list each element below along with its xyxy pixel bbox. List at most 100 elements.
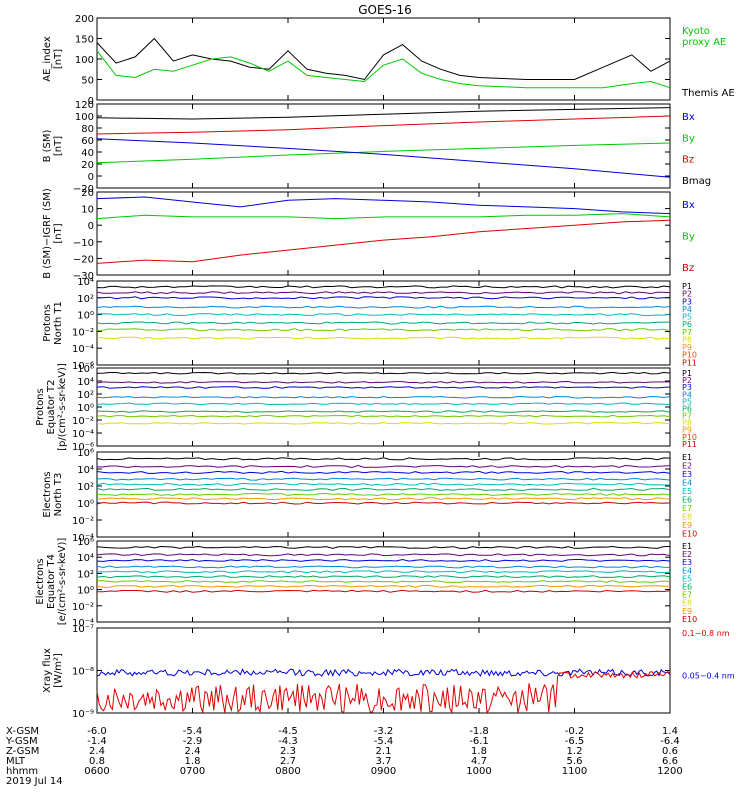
legend-entry-line: Bz (682, 155, 694, 166)
series-e2-line (97, 464, 671, 469)
legend-entry: E7 (682, 504, 692, 513)
x-row-value: -4.3 (278, 736, 298, 747)
y-axis-label-line: AE_index (42, 36, 53, 82)
panel-xray: 10⁻⁹ 10⁻⁸ 10⁻⁷ Xray flux[W/m²] 0.1−0.8 nm 0.0… (42, 624, 735, 720)
legend-entry-line: P6 (682, 404, 692, 413)
series-bz-line (96, 219, 671, 264)
x-row-value: 0800 (275, 766, 300, 777)
series-e7-line (96, 492, 671, 497)
legend-entry: E5 (682, 487, 692, 496)
legend-entry-line: P11 (682, 358, 697, 367)
series-themis-ae-line (96, 37, 671, 81)
x-row-value: 1.8 (471, 746, 487, 757)
legend-entry-line: P9 (682, 426, 692, 435)
panel-eequator: 10⁻⁴ 10⁻² 10⁰ 10² 10⁴ 10⁶ ElectronsEquator T4[… (35, 537, 697, 629)
y-tick-label: 120 (75, 100, 94, 111)
y-axis-label-line: Equator T2 (46, 380, 57, 435)
y-tick-label: 10⁻² (72, 416, 94, 427)
series-e9-line (97, 589, 671, 593)
legend-entry: P9 (682, 426, 692, 435)
series-e3-line (96, 558, 671, 562)
series-p1-line (96, 285, 671, 289)
y-tick-label: 10⁻⁴ (72, 429, 94, 440)
y-axis-label-line: [nT] (53, 223, 64, 243)
legend-entry: P2 (682, 290, 692, 299)
legend-entry: E10 (682, 615, 697, 624)
y-tick-label: 10 (81, 205, 94, 216)
series-p8-line (96, 336, 671, 340)
x-row-value: 6.6 (662, 756, 678, 767)
legend-entry: E6 (682, 496, 692, 505)
legend-entry: P7 (682, 328, 692, 337)
series-p7-line (96, 414, 671, 418)
series-0-1-0-8-nm-line (96, 670, 671, 715)
panel-frame (96, 367, 671, 447)
x-row-value: 2.1 (376, 746, 392, 757)
legend-entry: E6 (682, 583, 692, 592)
panel-frame (96, 191, 671, 276)
y-axis-label-line: Electrons (42, 471, 53, 517)
legend-entry: E8 (682, 599, 692, 608)
x-row-value: -1.8 (469, 726, 489, 737)
legend-entry: E1 (682, 542, 692, 551)
x-row-label: Y-GSM (5, 736, 38, 747)
legend-entry: P5 (682, 313, 692, 322)
y-tick-label: 200 (75, 14, 94, 25)
x-row-label: hhmm (6, 766, 38, 777)
legend-entry-line: E3 (682, 470, 692, 479)
legend-entry-line: E1 (682, 453, 692, 462)
series-p8-line (96, 421, 671, 425)
x-row-value: 0900 (371, 766, 396, 777)
legend-entry-line: E1 (682, 542, 692, 551)
y-axis-label: ElectronsNorth T3 (42, 471, 64, 517)
y-axis-label-line: North T3 (53, 473, 64, 517)
y-tick-label: 0 (88, 96, 94, 107)
legend-entry: P5 (682, 397, 692, 406)
y-tick-label: 40 (81, 148, 94, 159)
series-e2-line (96, 553, 671, 557)
y-axis-label: Xray flux[W/m²] (42, 648, 64, 693)
y-tick-label: 10⁰ (77, 499, 94, 510)
y-axis-label-line: Xray flux (42, 648, 53, 693)
legend-entry: E10 (682, 530, 697, 539)
x-row-value: -6.5 (565, 736, 585, 747)
series-p7-line (96, 328, 671, 332)
x-row-value: -6.4 (660, 736, 680, 747)
legend-entry: P4 (682, 305, 692, 314)
y-tick-label: 10² (77, 569, 94, 580)
y-axis-label: ProtonsNorth T1 (42, 301, 64, 345)
x-row-value: 2.4 (89, 746, 105, 757)
y-tick-label: 10⁻⁴ (72, 618, 94, 629)
y-axis-label: ProtonsEquator T2[p/(cm²-s-sr-keV)] (35, 363, 68, 451)
legend-entry: P2 (682, 376, 692, 385)
x-axis-date: 2019 Jul 14 (6, 776, 63, 787)
series-bz-line (96, 115, 671, 135)
x-row-value: -5.4 (183, 726, 203, 737)
series-p2-line (96, 380, 670, 384)
legend-entry-line: E10 (682, 615, 697, 624)
y-tick-label: 10⁰ (77, 586, 94, 597)
legend-entry: P1 (682, 282, 692, 291)
legend-entry-line: Kyoto (682, 26, 710, 37)
y-axis-label: B (SM)−IGRF (SM)[nT] (42, 188, 64, 279)
legend-entry-line: E7 (682, 591, 692, 600)
series-e5-line (96, 570, 671, 574)
y-axis-label-line: [nT] (53, 136, 64, 156)
series-p4-line (96, 395, 671, 399)
series-p5-line (96, 313, 671, 317)
y-axis-label-line: North T1 (53, 301, 64, 345)
y-axis-label: B (SM)[nT] (42, 129, 64, 162)
series-p6-line (96, 410, 671, 413)
series-p2-line (96, 291, 671, 295)
y-axis-label-line: Electrons (35, 558, 46, 604)
legend-entry: Bz (682, 155, 694, 166)
y-tick-label: −10 (73, 238, 94, 249)
y-axis-label-line: Equator T4 (46, 554, 57, 609)
x-row-value: 1.2 (567, 746, 583, 757)
legend-entry-line: E8 (682, 599, 692, 608)
legend-entry: P7 (682, 412, 692, 421)
legend-entry: E7 (682, 591, 692, 600)
legend-entry: E4 (682, 566, 692, 575)
y-tick-label: 10⁻⁸ (72, 667, 94, 678)
